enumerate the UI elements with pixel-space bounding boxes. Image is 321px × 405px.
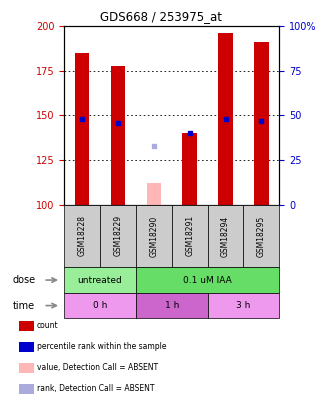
Text: percentile rank within the sample: percentile rank within the sample — [37, 342, 166, 351]
Text: GSM18228: GSM18228 — [78, 215, 87, 256]
Text: GSM18295: GSM18295 — [257, 215, 266, 256]
Text: 3 h: 3 h — [236, 301, 251, 310]
Bar — [218, 34, 233, 205]
Bar — [75, 53, 89, 205]
Text: rank, Detection Call = ABSENT: rank, Detection Call = ABSENT — [37, 384, 154, 393]
Text: 1 h: 1 h — [165, 301, 179, 310]
Text: value, Detection Call = ABSENT: value, Detection Call = ABSENT — [37, 363, 158, 372]
Text: GSM18290: GSM18290 — [149, 215, 158, 256]
Text: GDS668 / 253975_at: GDS668 / 253975_at — [100, 10, 221, 23]
Text: 0.1 uM IAA: 0.1 uM IAA — [183, 275, 232, 285]
Text: GSM18294: GSM18294 — [221, 215, 230, 256]
Bar — [111, 66, 125, 205]
Bar — [254, 43, 268, 205]
Text: count: count — [37, 321, 58, 330]
Text: GSM18291: GSM18291 — [185, 215, 194, 256]
Bar — [182, 133, 197, 205]
Text: untreated: untreated — [78, 275, 122, 285]
Text: 0 h: 0 h — [93, 301, 107, 310]
Text: dose: dose — [13, 275, 36, 285]
Bar — [147, 183, 161, 205]
Text: time: time — [13, 301, 35, 311]
Text: GSM18229: GSM18229 — [113, 215, 123, 256]
